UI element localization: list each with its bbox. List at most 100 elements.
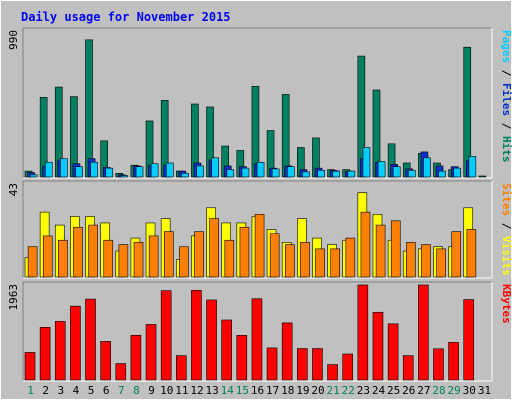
panel-legend: KBytes [500,284,512,324]
legend-separator: / [500,63,512,83]
bar-pages-day-27 [423,157,431,178]
bar-pages-day-15 [241,167,250,178]
bar-kbytes-day-30 [463,299,475,381]
x-tick-label: 6 [103,384,110,397]
bar-kbytes-day-13 [206,299,217,381]
x-tick-label: 31 [478,384,491,397]
panel-hits: 990 Pages / Files / Hits [7,27,512,179]
bar-sites-day-28 [436,248,446,278]
bar-kbytes-day-22 [342,353,354,381]
bar-sites-day-16 [254,213,265,278]
bar-pages-day-22 [347,170,356,178]
bar-kbytes-day-9 [145,324,157,381]
bar-sites-day-1 [27,246,38,278]
bar-kbytes-day-5 [85,298,96,381]
bar-pages-day-23 [362,147,371,178]
x-tick-label: 2 [42,384,49,397]
x-tick-label: 22 [342,384,355,397]
legend-kbytes: KBytes [500,284,512,324]
x-tick-label: 10 [160,384,173,397]
x-tick-label: 26 [402,384,415,397]
bar-sites-day-17 [269,233,280,278]
panel-legend: Sites / Visits [500,183,512,276]
x-tick-label: 15 [236,384,249,397]
legend-hits: Hits [500,136,512,163]
bar-kbytes-day-15 [236,335,248,381]
bar-hits-day-31 [478,175,487,178]
bar-kbytes-day-2 [39,327,51,381]
bar-pages-day-7 [120,175,129,178]
bar-pages-day-17 [271,168,280,178]
legend-pages: Pages [500,30,512,63]
bar-pages-day-19 [302,171,310,178]
bar-sites-day-8 [133,242,144,278]
bar-kbytes-day-19 [297,348,308,381]
bar-kbytes-day-26 [402,355,414,381]
bar-pages-day-29 [453,167,462,178]
bar-pages-day-30 [468,156,477,178]
bar-sites-day-10 [163,231,174,278]
x-tick-label: 4 [73,384,80,397]
x-tick-label: 3 [58,384,65,397]
bar-sites-day-12 [194,231,204,278]
series-pages [29,147,477,178]
bar-kbytes-day-7 [115,363,127,381]
x-tick-label: 8 [133,384,140,397]
bar-hits-day-5 [85,39,93,178]
bar-sites-day-30 [466,229,477,278]
x-tick-label: 24 [372,384,386,397]
legend-separator: / [500,116,512,136]
x-tick-label: 19 [296,384,309,397]
bar-sites-day-25 [390,220,401,278]
bar-pages-day-9 [150,163,159,178]
bar-sites-day-20 [315,248,325,278]
bar-pages-day-21 [332,170,341,178]
bar-pages-day-18 [287,166,295,178]
panel-scale-label: 1963 [7,284,20,311]
x-tick-label: 16 [251,384,264,397]
bar-kbytes-day-17 [266,347,278,381]
bar-pages-day-14 [226,169,235,178]
bar-kbytes-day-25 [387,323,399,381]
bar-pages-day-12 [196,165,204,178]
bar-sites-day-22 [345,237,356,278]
bar-kbytes-day-12 [191,290,202,381]
bar-kbytes-day-20 [312,348,323,381]
bar-pages-day-2 [44,161,53,178]
legend-files: Files [500,83,512,116]
bar-kbytes-day-8 [130,334,142,381]
x-tick-label: 28 [432,384,445,397]
x-tick-label: 7 [118,384,125,397]
bar-kbytes-day-21 [327,364,338,381]
chart-title: Daily usage for November 2015 [21,10,231,24]
bar-sites-day-27 [421,244,431,278]
bar-sites-day-24 [375,224,386,278]
x-tick-label: 13 [205,384,218,397]
bar-kbytes-day-24 [372,311,384,381]
bar-sites-day-23 [360,211,371,278]
bar-pages-day-6 [105,167,114,178]
bar-kbytes-day-4 [70,305,81,381]
bar-sites-day-4 [73,226,83,278]
bar-pages-day-25 [392,166,401,178]
bar-kbytes-day-16 [251,298,263,381]
bar-pages-day-5 [90,161,98,178]
bar-pages-day-10 [165,162,174,178]
bar-sites-day-3 [58,239,68,278]
bar-kbytes-day-18 [281,322,293,381]
x-tick-label: 1 [27,384,34,397]
bar-pages-day-3 [60,158,68,178]
x-tick-label: 27 [417,384,430,397]
bar-kbytes-day-3 [54,321,66,381]
x-tick-label: 25 [387,384,400,397]
bar-sites-day-6 [103,239,114,278]
bar-pages-day-24 [377,161,386,178]
panel-visits: 43 Sites / Visits [7,180,512,279]
bar-sites-day-15 [239,226,250,278]
x-tick-label: 29 [448,384,461,397]
bar-kbytes-day-10 [160,290,172,381]
legend-separator: / [500,216,512,236]
legend-visits: Visits [500,236,512,276]
bar-pages-day-8 [135,166,144,178]
